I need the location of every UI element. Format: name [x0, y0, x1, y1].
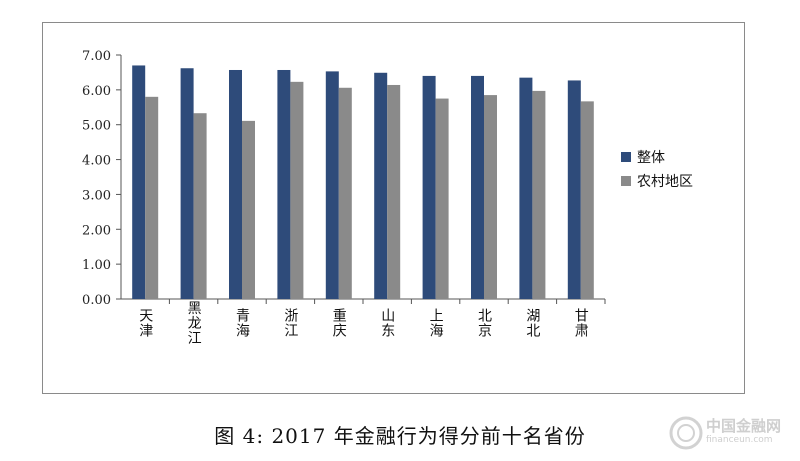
- bar-chart: 0.00 1.00 2.00 3.00 4.00 5.00 6.00 7.00 天津 黑龙江 青海 浙…: [82, 49, 693, 346]
- bar-overall: [180, 68, 194, 299]
- x-category-label: 甘肃: [573, 308, 589, 338]
- watermark-logo-icon: [669, 416, 703, 450]
- legend-swatch: [621, 152, 631, 162]
- y-tick-label: 6.00: [82, 84, 111, 99]
- bar-overall: [422, 75, 436, 299]
- x-category-label: 重庆: [331, 308, 347, 338]
- bar-overall: [471, 75, 484, 299]
- bar-overall: [325, 71, 339, 299]
- bar-overall: [567, 80, 581, 299]
- y-tick-label: 3.00: [82, 188, 111, 203]
- bar-overall: [277, 69, 291, 299]
- bar-overall: [519, 77, 533, 300]
- legend-swatch: [621, 176, 631, 186]
- bar-overall: [229, 69, 242, 299]
- bar-rural: [193, 113, 207, 299]
- bar-rural: [387, 84, 401, 299]
- y-tick-label: 5.00: [82, 119, 111, 134]
- legend-label: 农村地区: [637, 174, 693, 190]
- bar-rural: [435, 98, 449, 299]
- x-category-label: 北京: [476, 308, 492, 338]
- bar-rural: [532, 90, 546, 299]
- watermark-text: 中国金融网: [706, 417, 782, 435]
- bar-overall: [132, 65, 146, 299]
- bar-rural: [338, 87, 352, 299]
- bar-rural: [145, 96, 159, 299]
- x-category-label: 山东: [379, 308, 395, 338]
- watermark-subtext: financeun.com: [706, 435, 773, 445]
- chart-frame: 0.00 1.00 2.00 3.00 4.00 5.00 6.00 7.00 天津 黑龙江 青海 浙…: [42, 22, 745, 394]
- watermark: 中国金融网 financeun.com: [668, 413, 793, 457]
- bar-rural: [290, 81, 304, 299]
- x-category-label: 湖北: [524, 308, 540, 338]
- x-category-label: 浙江: [282, 308, 298, 338]
- x-category-label: 黑龙江: [186, 301, 202, 346]
- x-category-label: 上海: [428, 308, 444, 338]
- bar-rural: [484, 95, 497, 299]
- legend-label: 整体: [637, 150, 665, 166]
- x-category-label: 青海: [234, 308, 250, 338]
- y-tick-label: 0.00: [82, 293, 111, 308]
- bar-rural: [580, 101, 594, 299]
- y-tick-label: 4.00: [82, 154, 111, 169]
- x-category-label: 天津: [137, 308, 153, 338]
- y-tick-label: 2.00: [82, 223, 111, 238]
- bar-overall: [374, 72, 388, 299]
- bar-rural: [242, 120, 255, 299]
- y-tick-label: 7.00: [82, 49, 111, 64]
- y-tick-label: 1.00: [82, 258, 111, 273]
- figure-caption: 图 4: 2017 年金融行为得分前十名省份: [214, 424, 586, 448]
